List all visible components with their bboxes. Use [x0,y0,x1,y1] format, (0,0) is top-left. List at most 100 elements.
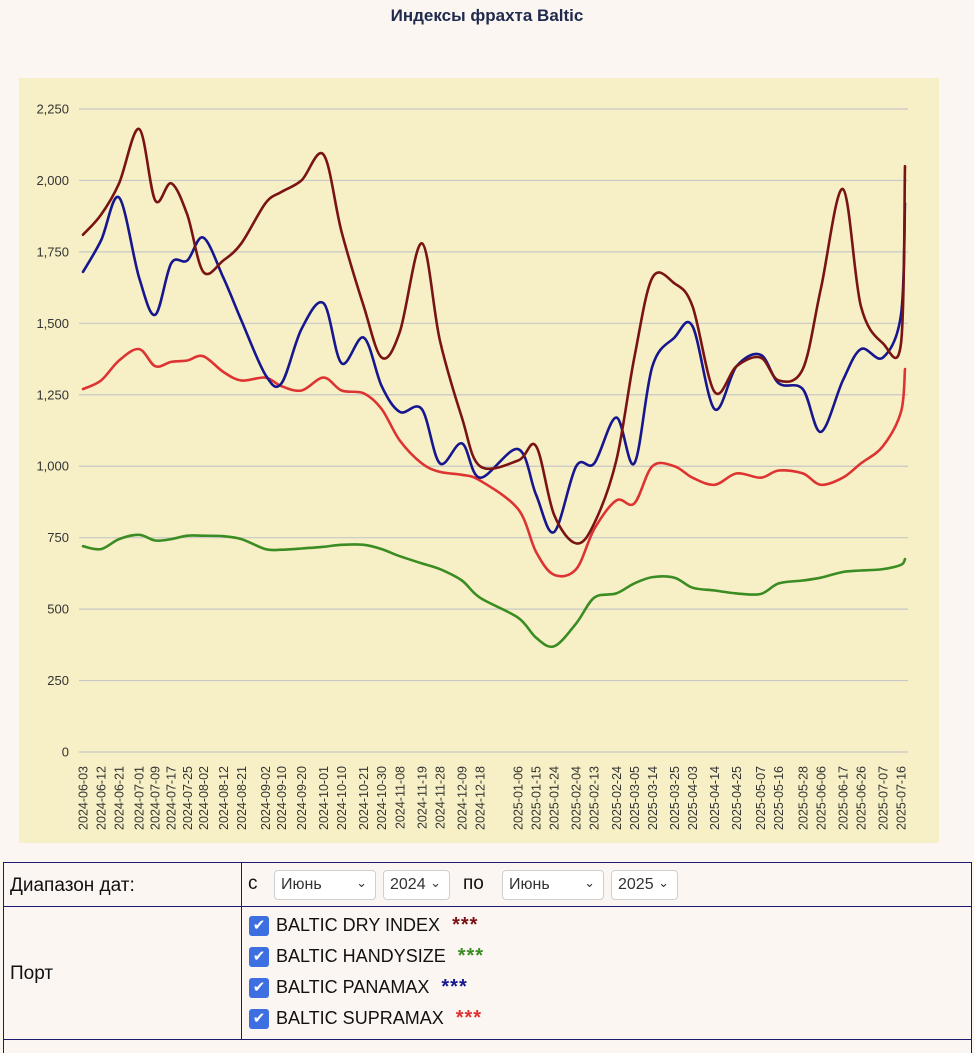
from-year-select[interactable]: 2024 ⌄ [383,870,450,900]
grid-lines [79,108,908,753]
port-option-label: BALTIC PANAMAX [276,977,430,997]
port-label: Порт [10,963,54,984]
x-tick-label: 2025-05-07 [754,766,768,830]
x-tick-label: 2024-12-18 [473,766,487,830]
y-tick-label: 1,250 [36,387,69,402]
y-tick-label: 1,500 [36,316,69,331]
y-tick-label: 0 [62,745,69,760]
x-tick-label: 2025-07-07 [876,766,890,830]
y-tick-label: 1,000 [36,459,69,474]
to-month-value: Июнь [509,876,550,893]
x-tick-label: 2024-08-12 [217,766,231,830]
port-option-panamax[interactable]: ✔ BALTIC PANAMAX *** [246,975,546,1005]
series-color-marker: *** [457,945,485,967]
chevron-down-icon: ⌄ [356,875,367,890]
x-tick-label: 2025-02-24 [610,766,624,830]
y-tick-label: 750 [47,530,69,545]
from-month-value: Июнь [281,876,322,893]
to-year-value: 2025 [618,876,654,893]
port-row: Порт ✔ BALTIC DRY INDEX *** ✔ BALTIC HAND… [4,907,971,1040]
x-tick-label: 2024-12-09 [455,766,469,830]
x-tick-label: 2025-06-26 [854,766,868,830]
y-tick-label: 2,250 [36,102,69,117]
x-tick-label: 2024-09-02 [259,766,273,830]
to-year-select[interactable]: 2025 ⌄ [611,870,678,900]
x-tick-label: 2024-11-28 [433,766,447,829]
x-tick-label: 2025-03-14 [646,766,660,830]
x-tick-label: 2025-04-14 [708,766,722,830]
series-lines [81,127,907,649]
series-color-marker: *** [455,1007,483,1029]
x-tick-label: 2024-08-21 [235,766,249,830]
date-range-label-cell: Диапазон дат: [4,863,242,906]
to-month-select[interactable]: Июнь ⌄ [502,870,604,900]
filter-controls: Диапазон дат: с Июнь ⌄ 2024 ⌄ по Июнь ⌄ … [3,862,972,1053]
x-tick-label: 2025-04-25 [730,766,744,830]
from-year-value: 2024 [390,876,426,893]
chart-title: Индексы фрахта Baltic [390,6,584,25]
series-line-panamax [81,195,907,534]
x-tick-label: 2024-07-17 [165,766,179,830]
from-label: с [248,873,258,894]
x-tick-label: 2025-01-06 [512,766,526,830]
freight-index-chart: 0 250 500 750 1,000 1,250 1,500 1,750 2,000 2,250… [19,78,939,843]
x-tick-label: 2025-05-16 [772,766,786,830]
y-tick-label: 250 [47,673,69,688]
x-tick-label: 2025-02-13 [588,766,602,830]
x-tick-label: 2024-10-30 [375,766,389,830]
y-axis-ticks: 0 250 500 750 1,000 1,250 1,500 1,750 2,000 2,250 [36,102,69,760]
series-color-marker: *** [452,914,479,936]
x-tick-label: 2025-03-05 [628,766,642,830]
x-tick-label: 2024-10-10 [335,766,349,830]
x-tick-label: 2024-11-19 [415,766,429,829]
checkbox-checked-icon[interactable]: ✔ [249,916,269,936]
series-line-dry [81,127,907,545]
port-option-label: BALTIC SUPRAMAX [276,1008,444,1028]
date-range-label: Диапазон дат: [10,875,135,896]
chevron-down-icon: ⌄ [658,875,669,890]
chevron-down-icon: ⌄ [584,875,595,890]
x-tick-label: 2024-06-03 [77,766,91,830]
x-tick-label: 2024-10-01 [317,766,331,830]
port-label-cell: Порт [4,907,242,1039]
x-tick-label: 2025-06-06 [814,766,828,830]
x-tick-label: 2024-09-10 [275,766,289,830]
x-axis-ticks: 2024-06-03 2024-06-12 2024-06-21 2024-07-01… [77,766,909,830]
port-option-label: BALTIC DRY INDEX [276,915,441,935]
checkbox-checked-icon[interactable]: ✔ [249,947,269,967]
x-tick-label: 2025-02-04 [570,766,584,830]
y-tick-label: 2,000 [36,173,69,188]
port-option-dry[interactable]: ✔ BALTIC DRY INDEX *** [246,913,546,943]
to-label: по [463,873,484,894]
plot-background [19,78,939,843]
chevron-down-icon: ⌄ [430,875,441,890]
series-color-marker: *** [441,976,468,998]
x-tick-label: 2024-06-12 [95,766,109,830]
x-tick-label: 2025-06-17 [836,766,850,830]
y-tick-label: 1,750 [36,244,69,259]
checkbox-checked-icon[interactable]: ✔ [249,978,269,998]
x-tick-label: 2024-10-21 [357,766,371,830]
series-line-handysize [81,533,907,649]
port-option-label: BALTIC HANDYSIZE [276,946,446,966]
checkbox-checked-icon[interactable]: ✔ [249,1009,269,1029]
x-tick-label: 2024-08-02 [197,766,211,830]
x-tick-label: 2024-06-21 [113,766,127,830]
x-tick-label: 2024-07-25 [181,766,195,830]
x-tick-label: 2025-01-15 [530,766,544,830]
x-tick-label: 2024-11-08 [393,766,407,829]
port-option-handysize[interactable]: ✔ BALTIC HANDYSIZE *** [246,944,546,974]
x-tick-label: 2025-04-03 [686,766,700,830]
series-line-supramax [81,347,907,578]
x-tick-label: 2024-09-20 [295,766,309,830]
x-tick-label: 2024-07-01 [133,766,147,830]
x-tick-label: 2025-03-25 [668,766,682,830]
x-tick-label: 2025-01-24 [548,766,562,830]
y-tick-label: 500 [47,602,69,617]
x-tick-label: 2024-07-09 [149,766,163,830]
x-tick-label: 2025-07-16 [894,766,908,830]
x-tick-label: 2025-05-28 [796,766,810,830]
port-option-supramax[interactable]: ✔ BALTIC SUPRAMAX *** [246,1006,546,1036]
date-range-row: Диапазон дат: с Июнь ⌄ 2024 ⌄ по Июнь ⌄ … [4,863,971,907]
from-month-select[interactable]: Июнь ⌄ [274,870,376,900]
